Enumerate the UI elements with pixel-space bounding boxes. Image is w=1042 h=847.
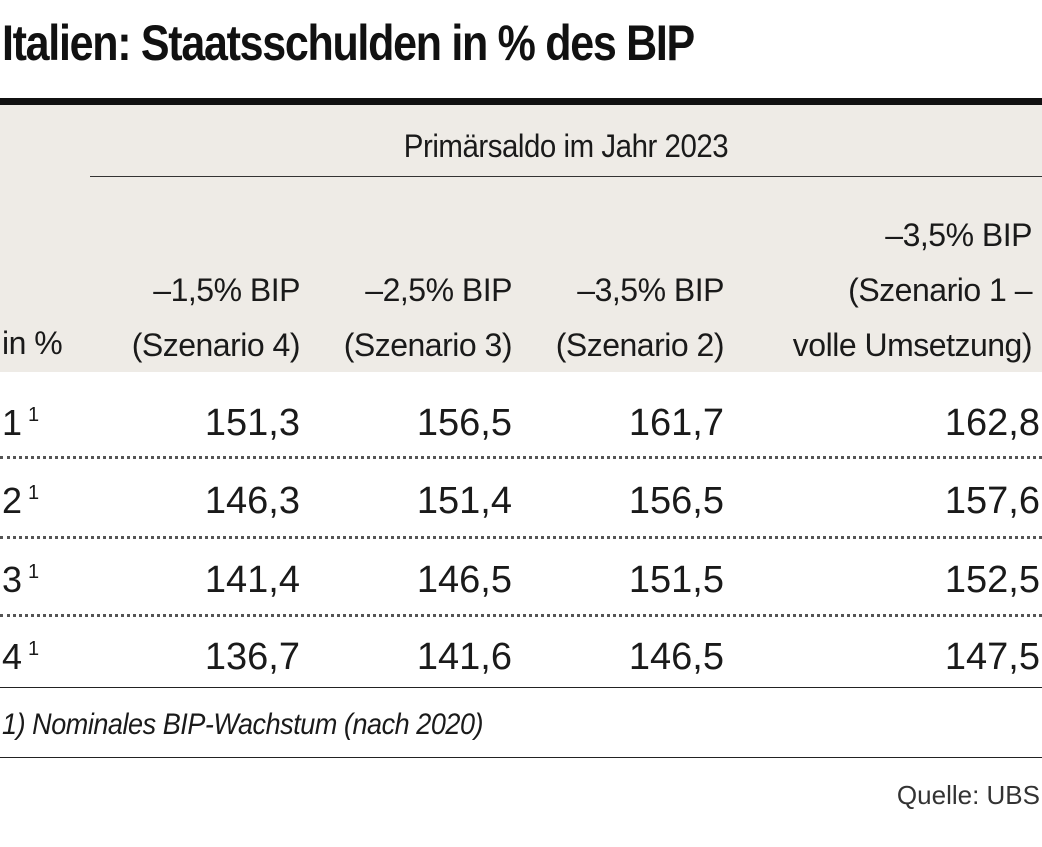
column-header-4-line1: –3,5% BIP [885,217,1032,253]
source-label: Quelle: UBS [896,780,1040,810]
column-header-1-line2: –1,5% BIP [153,272,300,308]
column-header-3-line2: –3,5% BIP [577,272,724,308]
title-rule [0,98,1042,105]
table-cell: 156,5 [628,480,724,522]
group-header-rule [90,176,1042,177]
row-divider [0,536,1042,539]
table-cell: 161,7 [628,402,724,444]
table-cell: 147,5 [944,636,1040,678]
table-cell: 156,5 [416,402,512,444]
column-header-4: –3,5% BIP (Szenario 1 – volle Umsetzung) [792,208,1033,373]
table-cell: 162,8 [944,402,1040,444]
row-divider [0,456,1042,459]
table-cell: 141,4 [204,559,300,601]
column-header-1-line3: (Szenario 4) [131,327,301,363]
table-cell: 141,6 [416,636,512,678]
table-cell: 157,6 [944,480,1040,522]
table-cell: 151,4 [416,480,512,522]
column-header-3-line1 [556,208,724,263]
chart-title: Italien: Staatsschulden in % des BIP [2,15,695,71]
column-header-1-line1 [132,208,300,263]
table-bottom-rule [0,687,1042,688]
column-header-4-line2: (Szenario 1 – [848,272,1032,308]
row-header-label: in % [2,325,63,361]
column-header-1: –1,5% BIP (Szenario 4) [131,208,301,373]
group-header: Primärsaldo im Jahr 2023 [403,128,729,164]
column-header-2-line2: –2,5% BIP [365,272,512,308]
column-header-2: –2,5% BIP (Szenario 3) [343,208,513,373]
column-header-2-line3: (Szenario 3) [343,327,513,363]
table-cell: 152,5 [944,559,1040,601]
table-cell: 146,3 [204,480,300,522]
table-cell: 136,7 [204,636,300,678]
column-header-3-line3: (Szenario 2) [555,327,725,363]
footnote-rule [0,757,1042,758]
table-cell: 146,5 [416,559,512,601]
footnote: 1) Nominales BIP-Wachstum (nach 2020) [2,708,484,741]
table-cell: 146,5 [628,636,724,678]
column-header-2-line1 [344,208,512,263]
column-header-4-line3: volle Umsetzung) [792,327,1033,363]
header-background [0,105,1042,372]
column-header-3: –3,5% BIP (Szenario 2) [555,208,725,373]
table-cell: 151,5 [628,559,724,601]
row-divider [0,614,1042,617]
table-cell: 151,3 [204,402,300,444]
